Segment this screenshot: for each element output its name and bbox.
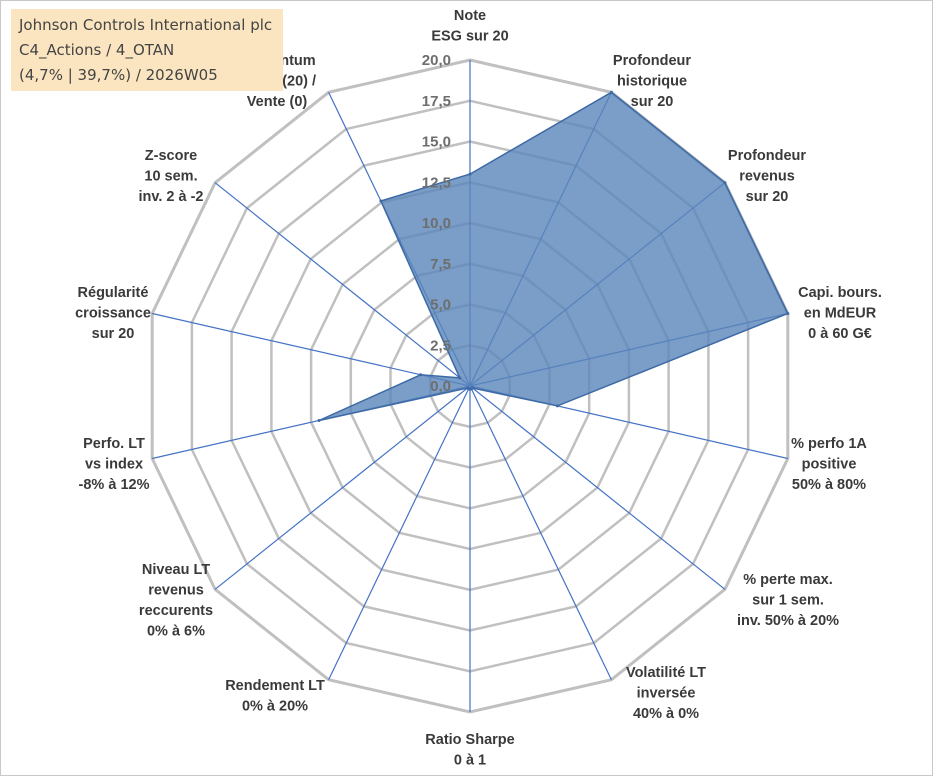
axis-label: Niveau LT revenus reccurents 0% à 6% <box>139 562 213 640</box>
info-box: Johnson Controls International plc C4_Ac… <box>11 9 283 91</box>
axis-label-line: croissance <box>75 306 151 322</box>
axis-label-line: Capi. bours. <box>798 285 882 301</box>
data-point <box>723 181 727 185</box>
axis-label-line: 0 à 60 G€ <box>808 326 872 342</box>
axis-label-line: 50% à 80% <box>792 477 866 493</box>
data-point <box>379 199 383 203</box>
axis-label-line: Z-score <box>145 148 197 164</box>
axis-label-line: Vente (0) <box>247 94 308 110</box>
axis-label-line: -8% à 12% <box>79 477 150 493</box>
axis-spoke <box>469 385 726 590</box>
data-point <box>317 419 321 422</box>
axis-label-line: sur 20 <box>746 189 789 205</box>
axis-label-line: Profondeur <box>613 53 691 69</box>
axis-label-line: Volatilité LT <box>626 665 706 681</box>
axis-label: Perfo. LT vs index -8% à 12% <box>79 436 150 493</box>
portfolio-path: C4_Actions / 4_OTAN <box>19 41 175 59</box>
axis-label-line: sur 1 sem. <box>752 593 824 609</box>
radar-tick-labels: 0,0 2,5 5,0 7,5 10,0 12,5 15,0 17,5 20,0 <box>422 52 451 395</box>
period-stats: (4,7% | 39,7%) / 2026W05 <box>19 66 218 84</box>
axis-label-line: Niveau LT <box>142 562 210 578</box>
axis-label-line: % perfo 1A <box>791 436 867 452</box>
axis-label-line: 0% à 20% <box>242 699 308 715</box>
axis-label-line: revenus <box>739 169 795 185</box>
axis-label-line: Perfo. LT <box>83 436 145 452</box>
axis-label: Volatilité LT inversée 40% à 0% <box>626 665 706 722</box>
axis-label-line: sur 20 <box>92 326 135 342</box>
axis-label: Ratio Sharpe 0 à 1 <box>425 732 514 769</box>
data-point <box>458 376 462 380</box>
axis-label-line: Rendement LT <box>225 678 325 694</box>
data-point <box>468 172 472 176</box>
axis-label-line: en MdEUR <box>804 306 877 322</box>
tick-label: 12,5 <box>422 174 451 191</box>
axis-spoke <box>328 385 471 680</box>
axis-label-line: reccurents <box>139 603 213 619</box>
axis-label: Note ESG sur 20 <box>431 8 508 45</box>
axis-label-line: inv. 2 à -2 <box>138 189 203 205</box>
tick-label: 15,0 <box>422 134 451 151</box>
axis-label-line: inv. 50% à 20% <box>737 613 839 629</box>
axis-label-line: sur 20 <box>631 94 674 110</box>
axis-label-line: ESG sur 20 <box>431 29 508 45</box>
axis-label-line: vs index <box>85 457 143 473</box>
axis-label-line: % perte max. <box>743 572 832 588</box>
tick-label: 20,0 <box>422 52 451 69</box>
tick-label: 17,5 <box>422 93 451 110</box>
data-point <box>555 404 559 408</box>
axis-label: Z-score 10 sem. inv. 2 à -2 <box>138 148 203 205</box>
axis-label: % perte max. sur 1 sem. inv. 50% à 20% <box>737 572 839 629</box>
axis-label-line: revenus <box>148 583 204 599</box>
axis-label-line: 40% à 0% <box>633 706 699 722</box>
axis-label-line: inversée <box>637 686 696 702</box>
data-point <box>466 386 469 390</box>
axis-label-line: positive <box>802 457 857 473</box>
axis-label-line: historique <box>617 74 687 90</box>
radar-series <box>317 90 790 422</box>
axis-label: Profondeur revenus sur 20 <box>728 148 806 205</box>
tick-label: 7,5 <box>430 256 451 273</box>
radar-axis-labels: Note ESG sur 20 Profondeur historique sur 20… <box>75 8 882 769</box>
data-point <box>786 312 790 315</box>
axis-label: Rendement LT 0% à 20% <box>225 678 325 715</box>
axis-label-line: Profondeur <box>728 148 806 164</box>
tick-label: 10,0 <box>422 215 451 232</box>
axis-spoke <box>469 385 612 680</box>
axis-spoke <box>214 385 471 590</box>
axis-label-line: Note <box>454 8 486 24</box>
axis-label: Profondeur historique sur 20 <box>613 53 691 110</box>
axis-label-line: 10 sem. <box>144 169 197 185</box>
axis-label: Capi. bours. en MdEUR 0 à 60 G€ <box>798 285 882 342</box>
axis-label-line: Ratio Sharpe <box>425 732 514 748</box>
tick-label: 0,0 <box>430 378 451 395</box>
axis-label-line: 0% à 6% <box>147 624 205 640</box>
axis-label: Régularité croissance sur 20 <box>75 285 151 342</box>
axis-label: % perfo 1A positive 50% à 80% <box>791 436 867 493</box>
axis-label-line: 0 à 1 <box>454 753 486 769</box>
tick-label: 2,5 <box>430 337 451 354</box>
tick-label: 5,0 <box>430 297 451 314</box>
axis-label-line: Régularité <box>78 285 149 301</box>
data-point <box>609 90 613 94</box>
axis-spoke <box>152 312 471 387</box>
data-point <box>419 373 423 377</box>
company-name: Johnson Controls International plc <box>19 16 273 34</box>
axis-spoke <box>214 182 471 387</box>
